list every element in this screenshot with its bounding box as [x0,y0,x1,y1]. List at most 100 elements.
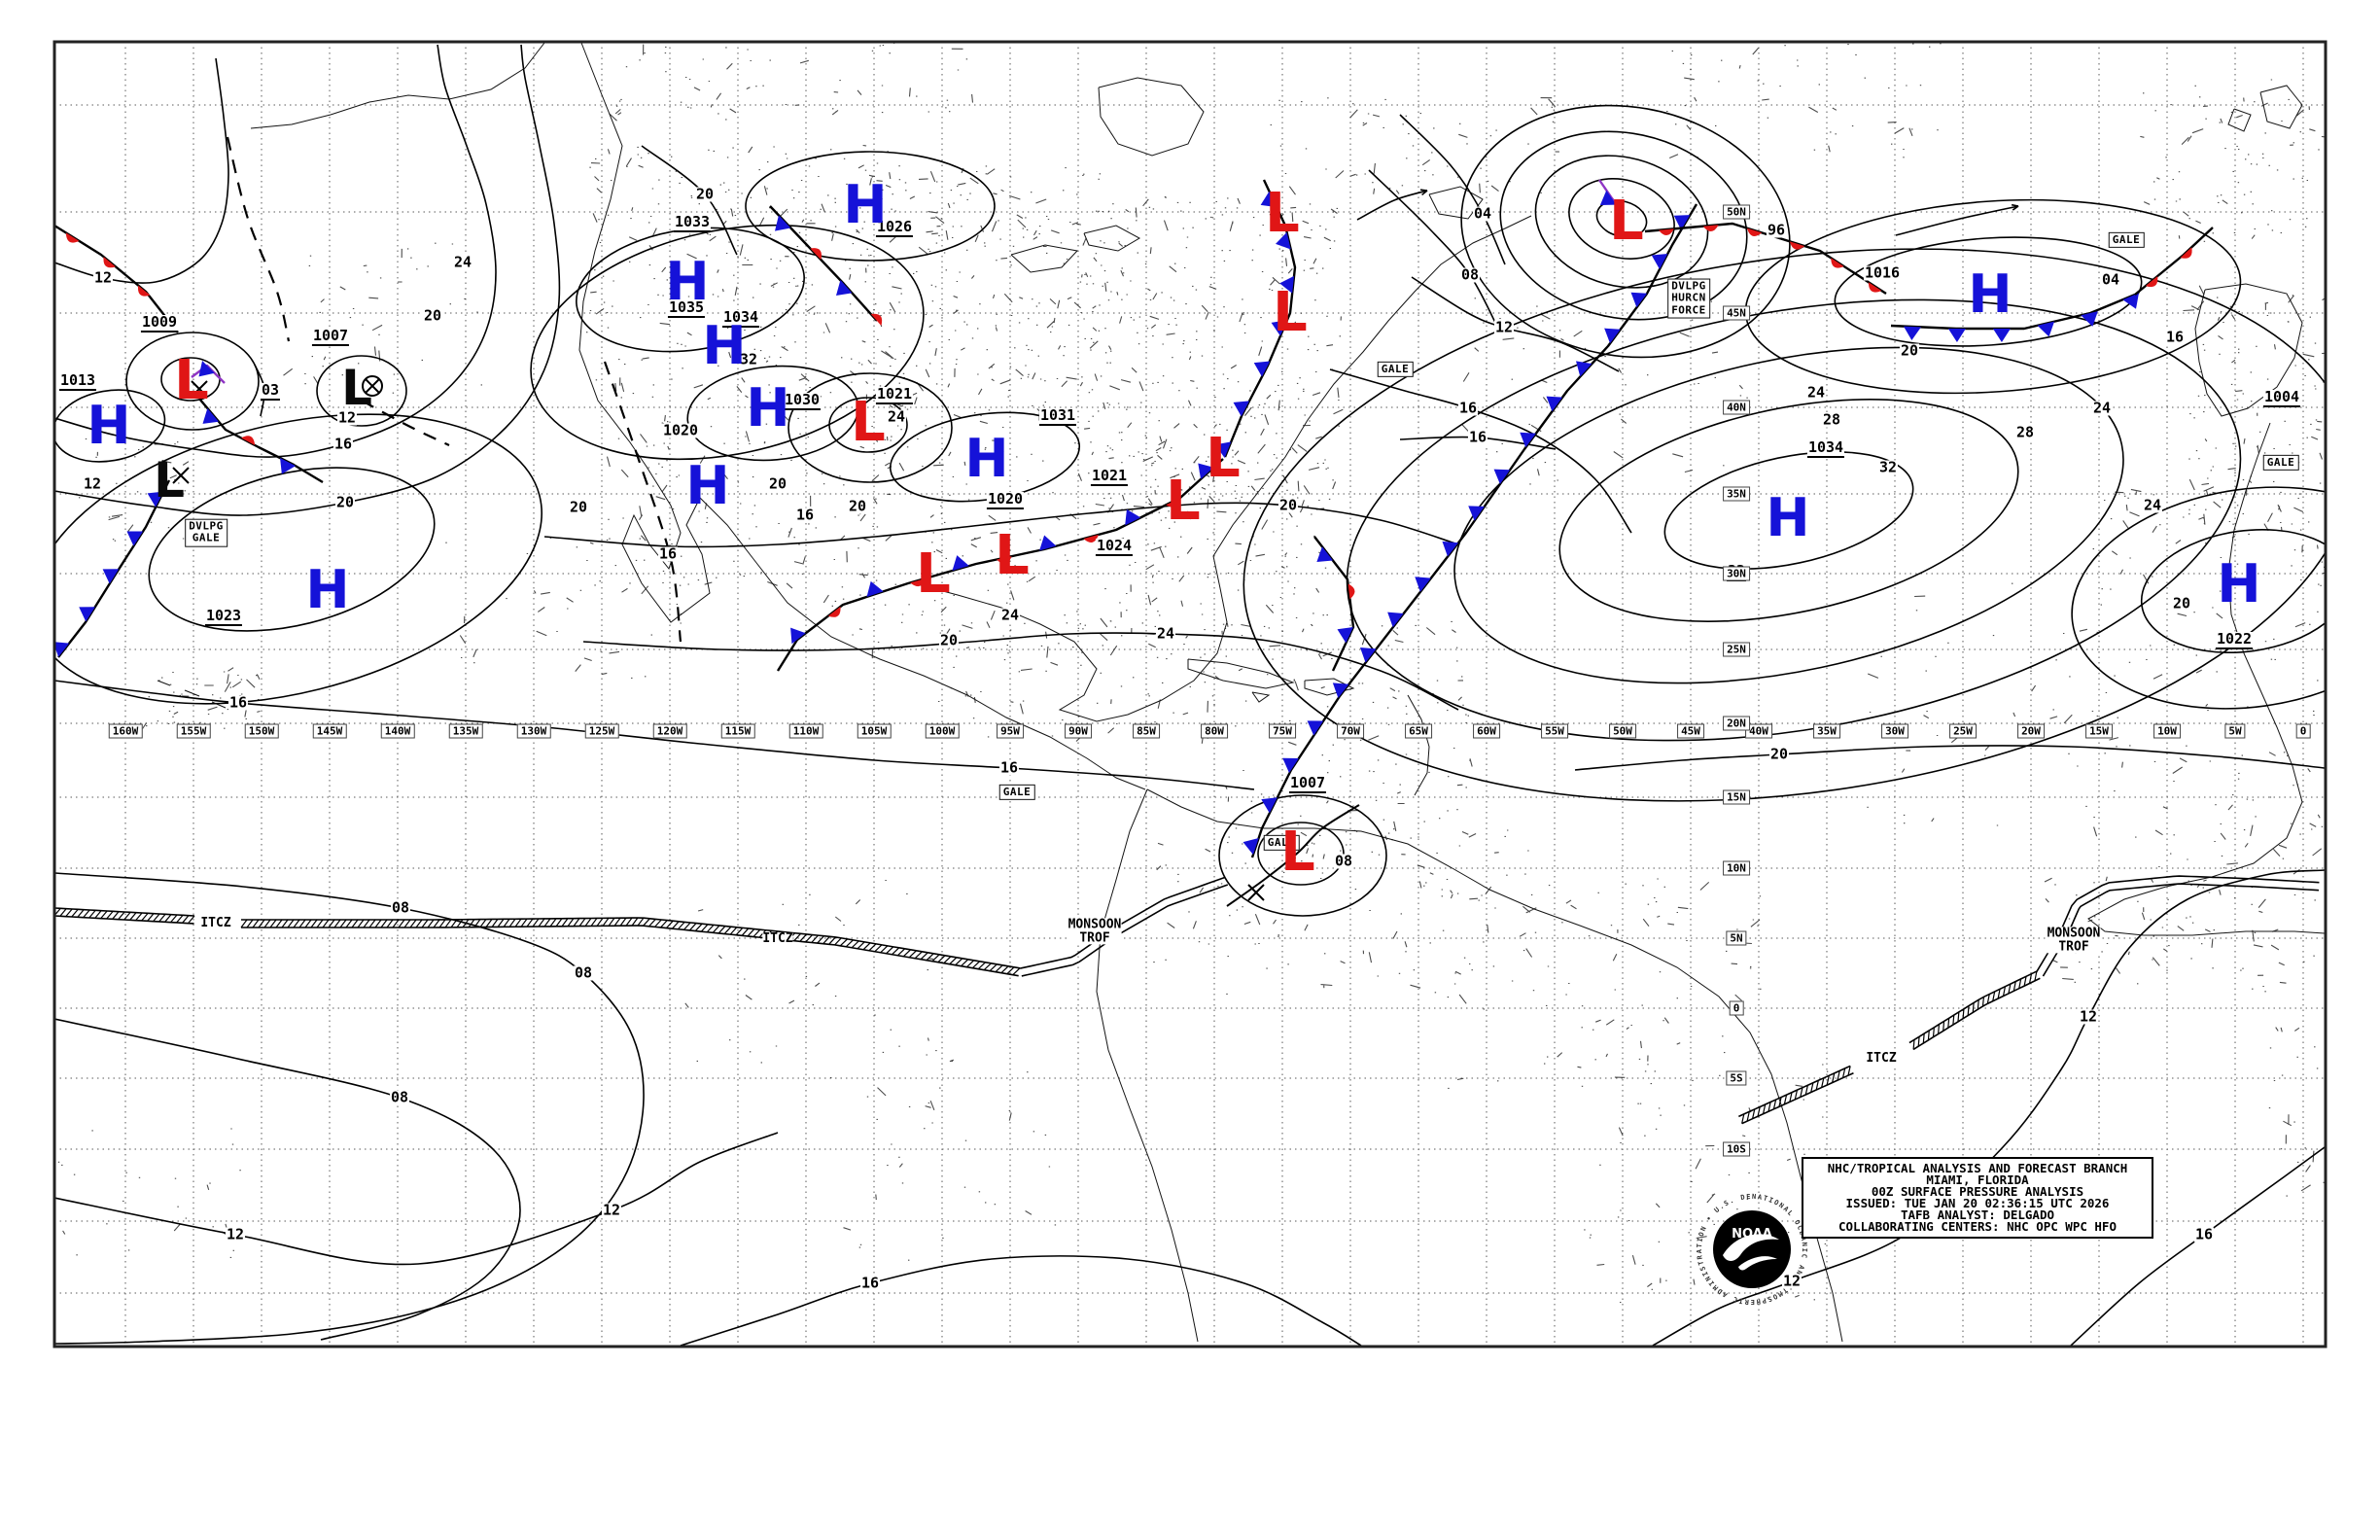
coastline-path [2259,85,2303,129]
front-cold [54,479,171,658]
isobar-ellipse [1346,298,2242,742]
front-stationary [769,205,883,326]
isobar-ellipse [1663,450,1914,571]
coastline-path [1428,186,1484,220]
coastline-path [1407,694,1430,796]
isobar-layer [54,44,2326,1347]
coastline-path [1187,658,1295,689]
coastline-path [1096,788,1199,1343]
isobar-ellipse [54,413,542,705]
coastline-path [578,42,1146,790]
isobar-ellipse [686,365,859,462]
front-cold [1214,179,1297,459]
isobar-path [543,502,1459,548]
coastline-path [184,689,200,697]
map-border [52,40,2328,1348]
coastline-path [1083,225,1141,252]
title-analyst-line: TAFB ANALYST: DELGADO [1900,1208,2055,1222]
title-branch-line: NHC/TROPICAL ANALYSIS AND FORECAST BRANC… [1827,1161,2128,1175]
isobar-path [54,1132,779,1266]
isobar-ellipse [54,389,166,463]
coastline-path [2087,422,2326,936]
coastline-path [1010,244,1078,273]
isobar-ellipse [1460,104,1791,359]
front-stationary [776,458,1224,672]
shear-line [1226,804,1360,907]
isobar-ellipse [160,357,221,402]
itcz-band [54,907,195,925]
isobar-ellipse [1595,199,1648,238]
isobar-ellipse [1744,198,2242,395]
isobar-ellipse [788,372,953,483]
trough-dashed-line [361,400,450,446]
isobar-path [54,44,561,516]
isobar-ellipse [1257,822,1345,886]
noaa-logo: NATIONAL OCEANIC AND ATMOSPHERIC ADMINIS… [1696,1193,1807,1306]
isobar-path [54,680,1255,790]
isobar-path [54,1018,521,1341]
isobar-path [54,872,645,1345]
title-product-line: 00Z SURFACE PRESSURE ANALYSIS [1871,1184,2084,1199]
frontolysis-x-symbol [1247,884,1265,901]
front-stationary [1313,536,1355,672]
front-occluded [191,361,226,384]
isobar-ellipse [1568,178,1675,260]
itcz-band [240,917,1021,977]
isobar-path [54,57,229,284]
trough-dashed-line [603,361,682,643]
isobar-ellipse [1453,346,2124,684]
itcz-band [1738,1065,1854,1125]
isobar-ellipse [1218,794,1387,917]
isobar-path [680,1255,1362,1347]
isobar-ellipse [530,224,925,461]
isobar-ellipse [745,151,996,262]
coastline-path [2194,283,2303,417]
isobar-ellipse [1499,130,1748,321]
coastline-path [1098,77,1205,157]
isobar-ellipse [125,332,260,431]
coastline-path [913,215,1532,722]
isobar-ellipse [148,467,436,632]
isobar-ellipse [1834,236,2143,347]
front-warm [2134,227,2214,296]
isobar-path [1368,169,1500,332]
front-warm [54,224,179,333]
isobar-ellipse [316,355,407,427]
coastlines [157,42,2326,1343]
isobar-ellipse [2140,528,2326,654]
isobar-ellipse [1534,155,1709,289]
flow-arrowhead [1419,189,1428,196]
title-city-line: MIAMI, FLORIDA [1926,1172,2029,1187]
coastline-path [1146,788,1843,1343]
isobar-path [54,44,497,458]
isobar-ellipse [828,397,908,453]
map-clip-group: NATIONAL OCEANIC AND ATMOSPHERIC ADMINIS… [54,42,2326,1347]
coastline-path [250,42,545,129]
isobar-ellipse [889,411,1081,503]
flow-arrow [1356,190,1428,221]
front-warm [1644,222,1887,296]
flow-arrow [1895,205,2019,236]
itcz-band [1908,970,2041,1051]
isobar-ellipse [1558,399,2019,622]
isobar-path [1329,368,1632,534]
isobar-path [582,632,1459,711]
dissipating-low-symbol [362,375,383,397]
front-stationary [198,398,324,484]
title-issued-line: ISSUED: TUE JAN 20 02:36:15 UTC 2026 [1845,1196,2110,1210]
frontolysis-x-symbol [191,380,208,398]
isobar-ellipse [2071,486,2326,710]
isobar-path [1574,745,2326,771]
coastline-path [2227,108,2252,132]
title-centers-line: COLLABORATING CENTERS: NHC OPC WPC HFO [1838,1219,2117,1234]
front-cold [1242,203,1698,858]
svg-text:NOAA: NOAA [1732,1227,1772,1242]
analysis-title-block: NHC/TROPICAL ANALYSIS AND FORECAST BRANC… [1802,1157,2153,1239]
front-occluded [1598,179,1625,215]
coastline-path [157,680,171,686]
coastline-path [1251,691,1271,703]
isobar-path [254,364,265,417]
isobar-path [1399,114,1506,265]
